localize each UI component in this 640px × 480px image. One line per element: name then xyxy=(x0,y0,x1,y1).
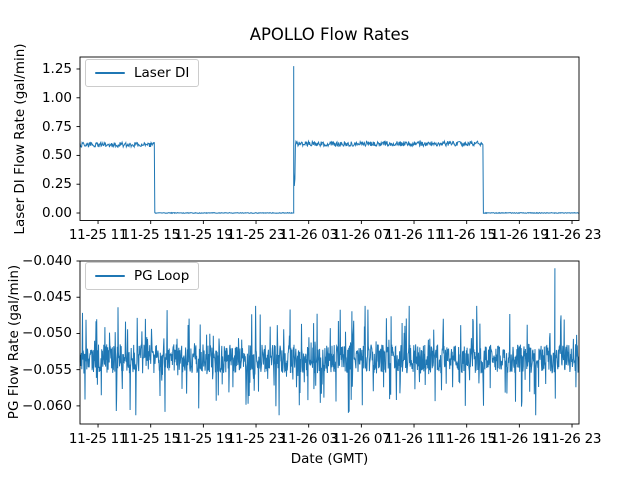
laser-di-x-tick-label: 11-25 23 xyxy=(226,227,286,243)
pg-loop-tick-marks xyxy=(76,260,573,428)
laser-di-x-tick-label: 11-26 23 xyxy=(542,227,602,243)
laser-di-y-tick-label: 0.00 xyxy=(41,205,72,221)
pg-loop-x-tick-label: 11-26 23 xyxy=(542,430,602,447)
laser-di-x-tick-label: 11-26 11 xyxy=(384,227,444,243)
pg-loop-legend: PG Loop xyxy=(85,262,200,290)
pg-loop-x-tick-label: 11-25 19 xyxy=(174,430,233,447)
laser-di-x-tick-label: 11-25 15 xyxy=(121,227,181,243)
pg-loop-legend-line-icon xyxy=(95,275,125,277)
pg-loop-line xyxy=(79,268,580,416)
laser-di-axes-frame xyxy=(79,56,580,221)
laser-di-x-tick-label: 11-26 15 xyxy=(437,227,497,243)
laser-di-legend: Laser DI xyxy=(85,59,200,87)
laser-di-x-tick-label: 11-26 19 xyxy=(490,227,549,243)
laser-di-x-tick-label: 11-26 07 xyxy=(332,227,391,243)
laser-di-line xyxy=(79,66,579,215)
laser-di-x-tick-label: 11-26 03 xyxy=(279,227,339,243)
laser-di-y-tick-label: 0.25 xyxy=(41,176,72,193)
laser-di-y-tick-label: 1.00 xyxy=(41,89,72,106)
laser-di-x-tick-label: 11-25 19 xyxy=(174,227,233,243)
pg-loop-x-tick-label: 11-26 15 xyxy=(437,430,497,447)
pg-loop-y-tick-label: −0.055 xyxy=(22,361,72,378)
pg-loop-x-tick-label: 11-26 07 xyxy=(332,430,391,447)
laser-di-x-tick-label: 11-25 11 xyxy=(68,227,128,243)
laser-di-tick-marks xyxy=(76,68,573,224)
pg-loop-axes-frame xyxy=(79,260,580,425)
chart-title: APOLLO Flow Rates xyxy=(249,25,410,44)
pg-loop-x-tick-label: 11-26 11 xyxy=(384,430,444,447)
pg-loop-x-tick-label: 11-26 19 xyxy=(490,430,549,447)
pg-loop-y-tick-label: −0.060 xyxy=(22,397,72,414)
pg-loop-x-tick-label: 11-25 15 xyxy=(121,430,181,447)
x-axis-label: Date (GMT) xyxy=(290,451,369,467)
laser-di-legend-line-icon xyxy=(95,72,125,74)
pg-loop-x-tick-label: 11-26 03 xyxy=(279,430,339,447)
laser-di-y-tick-label: 1.25 xyxy=(41,60,72,77)
pg-loop-legend-label: PG Loop xyxy=(134,268,190,284)
pg-loop-y-tick-label: −0.050 xyxy=(22,325,72,342)
pg-loop-x-tick-label: 11-25 11 xyxy=(68,430,128,447)
pg-loop-y-tick-label: −0.040 xyxy=(22,253,72,269)
laser-di-legend-label: Laser DI xyxy=(134,65,190,81)
pg-loop-x-tick-label: 11-25 23 xyxy=(226,430,286,447)
pg-y-axis-label: PG Flow Rate (gal/min) xyxy=(6,264,22,420)
laser-di-y-tick-label: 0.50 xyxy=(41,147,72,164)
pg-loop-y-tick-label: −0.045 xyxy=(22,289,72,306)
laser-di-y-tick-label: 0.75 xyxy=(41,118,72,135)
